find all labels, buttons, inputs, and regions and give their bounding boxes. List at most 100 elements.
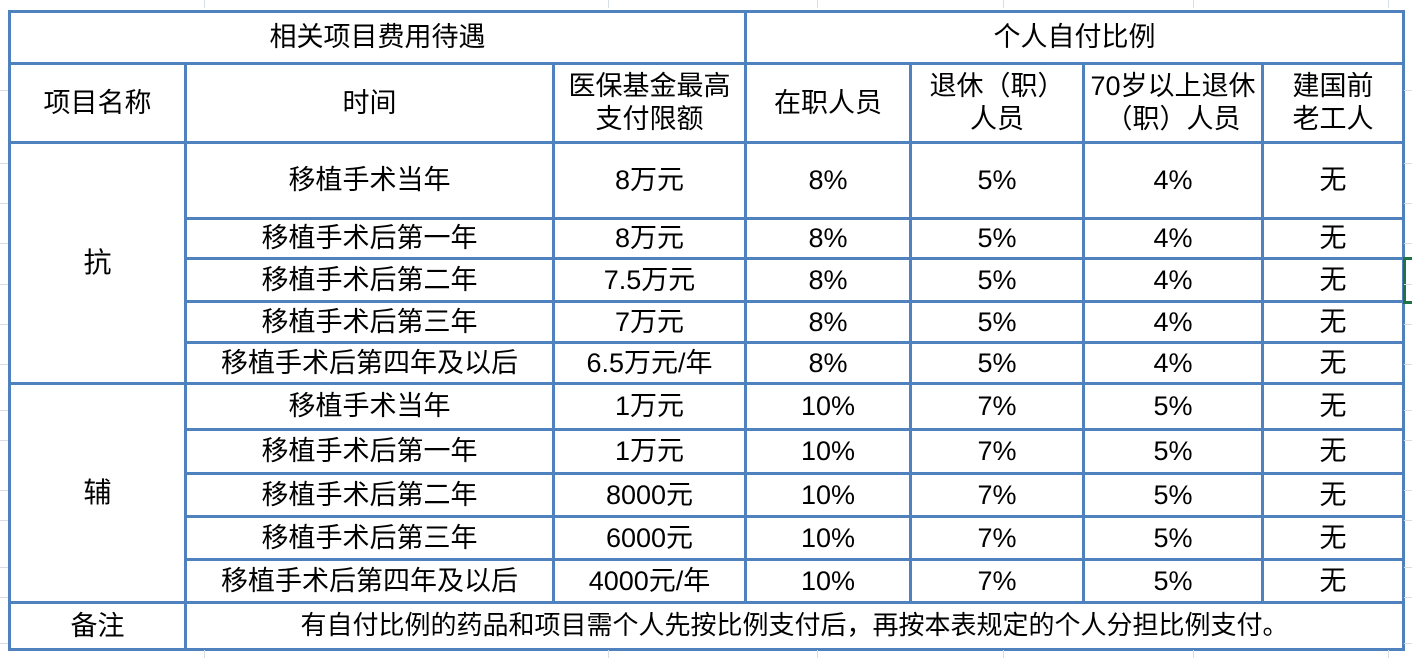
- section-name-kang[interactable]: 抗: [11, 144, 187, 385]
- time-cell[interactable]: 移植手术后第四年及以后: [187, 561, 555, 604]
- sheet-gridline-stub: [1193, 0, 1194, 8]
- active-rate-cell[interactable]: 8%: [747, 144, 912, 220]
- limit-cell[interactable]: 8万元: [555, 144, 747, 220]
- col-header-fund-limit[interactable]: 医保基金最高 支付限额: [555, 65, 747, 144]
- limit-cell[interactable]: 1万元: [555, 431, 747, 475]
- pre1949-cell[interactable]: 无: [1264, 144, 1405, 220]
- active-rate-cell[interactable]: 8%: [747, 220, 912, 260]
- sheet-gridline-stub: [817, 650, 818, 658]
- retired-rate-cell[interactable]: 5%: [912, 260, 1085, 303]
- sheet-gridline-stub: [0, 203, 8, 204]
- col-header-project-name[interactable]: 项目名称: [11, 65, 187, 144]
- time-cell[interactable]: 移植手术当年: [187, 144, 555, 220]
- active-rate-cell[interactable]: 10%: [747, 431, 912, 475]
- sheet-gridline-stub: [1404, 597, 1412, 598]
- over70-rate-cell[interactable]: 5%: [1085, 475, 1264, 518]
- note-label-cell[interactable]: 备注: [11, 604, 187, 651]
- limit-cell[interactable]: 8万元: [555, 220, 747, 260]
- over70-rate-cell[interactable]: 4%: [1085, 344, 1264, 385]
- pre1949-cell[interactable]: 无: [1264, 561, 1405, 604]
- time-cell[interactable]: 移植手术当年: [187, 385, 555, 431]
- active-rate-cell[interactable]: 10%: [747, 475, 912, 518]
- sheet-gridline-stub: [608, 0, 609, 8]
- limit-cell[interactable]: 1万元: [555, 385, 747, 431]
- col-header-active-employees[interactable]: 在职人员: [747, 65, 912, 144]
- col-header-time[interactable]: 时间: [187, 65, 555, 144]
- sheet-gridline-stub: [1404, 90, 1412, 91]
- retired-rate-cell[interactable]: 7%: [912, 385, 1085, 431]
- pre1949-cell[interactable]: 无: [1264, 385, 1405, 431]
- retired-rate-cell[interactable]: 7%: [912, 518, 1085, 561]
- limit-cell[interactable]: 4000元/年: [555, 561, 747, 604]
- sheet-gridline-stub: [0, 90, 8, 91]
- sheet-gridline-stub: [1388, 0, 1389, 8]
- active-rate-cell[interactable]: 8%: [747, 260, 912, 303]
- time-cell[interactable]: 移植手术后第三年: [187, 303, 555, 344]
- pre1949-cell[interactable]: 无: [1264, 518, 1405, 561]
- over70-rate-cell[interactable]: 4%: [1085, 303, 1264, 344]
- over70-rate-cell[interactable]: 5%: [1085, 561, 1264, 604]
- sheet-gridline-stub: [1003, 0, 1004, 8]
- time-cell[interactable]: 移植手术后第三年: [187, 518, 555, 561]
- sheet-gridline-stub: [0, 520, 8, 521]
- pre1949-cell[interactable]: 无: [1264, 344, 1405, 385]
- sheet-gridline-stub: [1003, 650, 1004, 658]
- group-header-project-costs[interactable]: 相关项目费用待遇: [11, 13, 747, 65]
- pre1949-cell[interactable]: 无: [1264, 220, 1405, 260]
- col-header-pre-1949-workers[interactable]: 建国前 老工人: [1264, 65, 1405, 144]
- active-rate-cell[interactable]: 8%: [747, 303, 912, 344]
- limit-cell[interactable]: 6.5万元/年: [555, 344, 747, 385]
- retired-rate-cell[interactable]: 5%: [912, 344, 1085, 385]
- over70-rate-cell[interactable]: 5%: [1085, 518, 1264, 561]
- time-cell[interactable]: 移植手术后第一年: [187, 431, 555, 475]
- retired-rate-cell[interactable]: 5%: [912, 220, 1085, 260]
- sheet-gridline-stub: [1404, 163, 1412, 164]
- sheet-gridline-stub: [0, 324, 8, 325]
- col-header-retired-over-70[interactable]: 70岁以上退休 （职）人员: [1085, 65, 1264, 144]
- limit-cell[interactable]: 7万元: [555, 303, 747, 344]
- over70-rate-cell[interactable]: 5%: [1085, 431, 1264, 475]
- time-cell[interactable]: 移植手术后第四年及以后: [187, 344, 555, 385]
- time-cell[interactable]: 移植手术后第二年: [187, 260, 555, 303]
- over70-rate-cell[interactable]: 4%: [1085, 260, 1264, 303]
- sheet-gridline-stub: [1404, 643, 1412, 644]
- sheet-gridline-stub: [1404, 567, 1412, 568]
- col-header-retired[interactable]: 退休（职） 人员: [912, 65, 1085, 144]
- sheet-gridline-stub: [0, 163, 8, 164]
- limit-cell[interactable]: 6000元: [555, 518, 747, 561]
- time-cell[interactable]: 移植手术后第一年: [187, 220, 555, 260]
- active-rate-cell[interactable]: 8%: [747, 344, 912, 385]
- over70-rate-cell[interactable]: 4%: [1085, 144, 1264, 220]
- sheet-gridline-stub: [1404, 440, 1412, 441]
- over70-rate-cell[interactable]: 5%: [1085, 385, 1264, 431]
- retired-rate-cell[interactable]: 5%: [912, 144, 1085, 220]
- sheet-gridline-stub: [1404, 410, 1412, 411]
- sheet-gridline-stub: [0, 364, 8, 365]
- retired-rate-cell[interactable]: 7%: [912, 475, 1085, 518]
- time-cell[interactable]: 移植手术后第二年: [187, 475, 555, 518]
- limit-cell[interactable]: 7.5万元: [555, 260, 747, 303]
- over70-rate-cell[interactable]: 4%: [1085, 220, 1264, 260]
- retired-rate-cell[interactable]: 7%: [912, 431, 1085, 475]
- pre1949-cell[interactable]: 无: [1264, 475, 1405, 518]
- retired-rate-cell[interactable]: 7%: [912, 561, 1085, 604]
- limit-cell[interactable]: 8000元: [555, 475, 747, 518]
- active-rate-cell[interactable]: 10%: [747, 561, 912, 604]
- sheet-gridline-stub: [0, 597, 8, 598]
- sheet-gridline-stub: [1404, 284, 1412, 285]
- active-cell-selection-border[interactable]: [1403, 257, 1406, 304]
- active-rate-cell[interactable]: 10%: [747, 518, 912, 561]
- note-text-cell[interactable]: 有自付比例的药品和项目需个人先按比例支付后，再按本表规定的个人分担比例支付。: [187, 604, 1405, 651]
- pre1949-cell[interactable]: 无: [1264, 431, 1405, 475]
- active-rate-cell[interactable]: 10%: [747, 385, 912, 431]
- retired-rate-cell[interactable]: 5%: [912, 303, 1085, 344]
- section-name-fu[interactable]: 辅: [11, 385, 187, 604]
- sheet-gridline-stub: [0, 410, 8, 411]
- pre1949-cell[interactable]: 无: [1264, 260, 1405, 303]
- pre1949-cell[interactable]: 无: [1264, 303, 1405, 344]
- group-header-self-pay-ratio[interactable]: 个人自付比例: [747, 13, 1405, 65]
- sheet-gridline-stub: [1193, 650, 1194, 658]
- active-cell-selection-top-tick: [1403, 257, 1412, 260]
- sheet-gridline-stub: [0, 440, 8, 441]
